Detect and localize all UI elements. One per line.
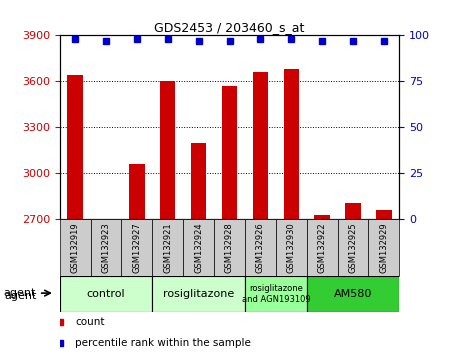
Text: control: control (87, 289, 125, 299)
Text: GSM132926: GSM132926 (256, 222, 265, 273)
Text: GSM132927: GSM132927 (132, 222, 141, 273)
Bar (245, 276, 307, 312)
Text: GSM132928: GSM132928 (225, 222, 234, 273)
Bar (183, 219, 214, 276)
Bar (214, 219, 245, 276)
Bar (284, 69, 299, 219)
Bar (276, 219, 307, 276)
Bar (314, 215, 330, 219)
Text: rosiglitazone: rosiglitazone (163, 289, 234, 299)
Bar (376, 210, 392, 219)
Text: GSM132929: GSM132929 (380, 222, 388, 273)
Text: count: count (75, 317, 105, 327)
Bar (67, 75, 83, 219)
Text: GSM132924: GSM132924 (194, 222, 203, 273)
Bar (307, 276, 399, 312)
Bar (152, 219, 183, 276)
Title: GDS2453 / 203460_s_at: GDS2453 / 203460_s_at (154, 21, 305, 34)
Bar (245, 219, 276, 276)
Text: GSM132919: GSM132919 (71, 222, 79, 273)
Bar (369, 219, 399, 276)
Bar (152, 276, 245, 312)
Text: GSM132925: GSM132925 (348, 222, 358, 273)
Bar (222, 86, 237, 219)
Bar (345, 202, 361, 219)
Text: GSM132921: GSM132921 (163, 222, 172, 273)
Bar (337, 219, 369, 276)
Text: GSM132930: GSM132930 (287, 222, 296, 273)
Bar (307, 219, 337, 276)
Bar (191, 143, 207, 219)
Bar (122, 219, 152, 276)
Text: GSM132922: GSM132922 (318, 222, 327, 273)
Text: GSM132923: GSM132923 (101, 222, 111, 273)
Text: agent: agent (5, 291, 37, 301)
Bar (90, 219, 122, 276)
Text: percentile rank within the sample: percentile rank within the sample (75, 338, 251, 348)
Bar (129, 164, 145, 219)
Bar (252, 72, 268, 219)
Text: agent: agent (3, 288, 35, 298)
Bar (60, 219, 90, 276)
Text: rosiglitazone
and AGN193109: rosiglitazone and AGN193109 (241, 284, 310, 303)
Bar (60, 276, 152, 312)
Bar (160, 81, 175, 219)
Text: AM580: AM580 (334, 289, 372, 299)
